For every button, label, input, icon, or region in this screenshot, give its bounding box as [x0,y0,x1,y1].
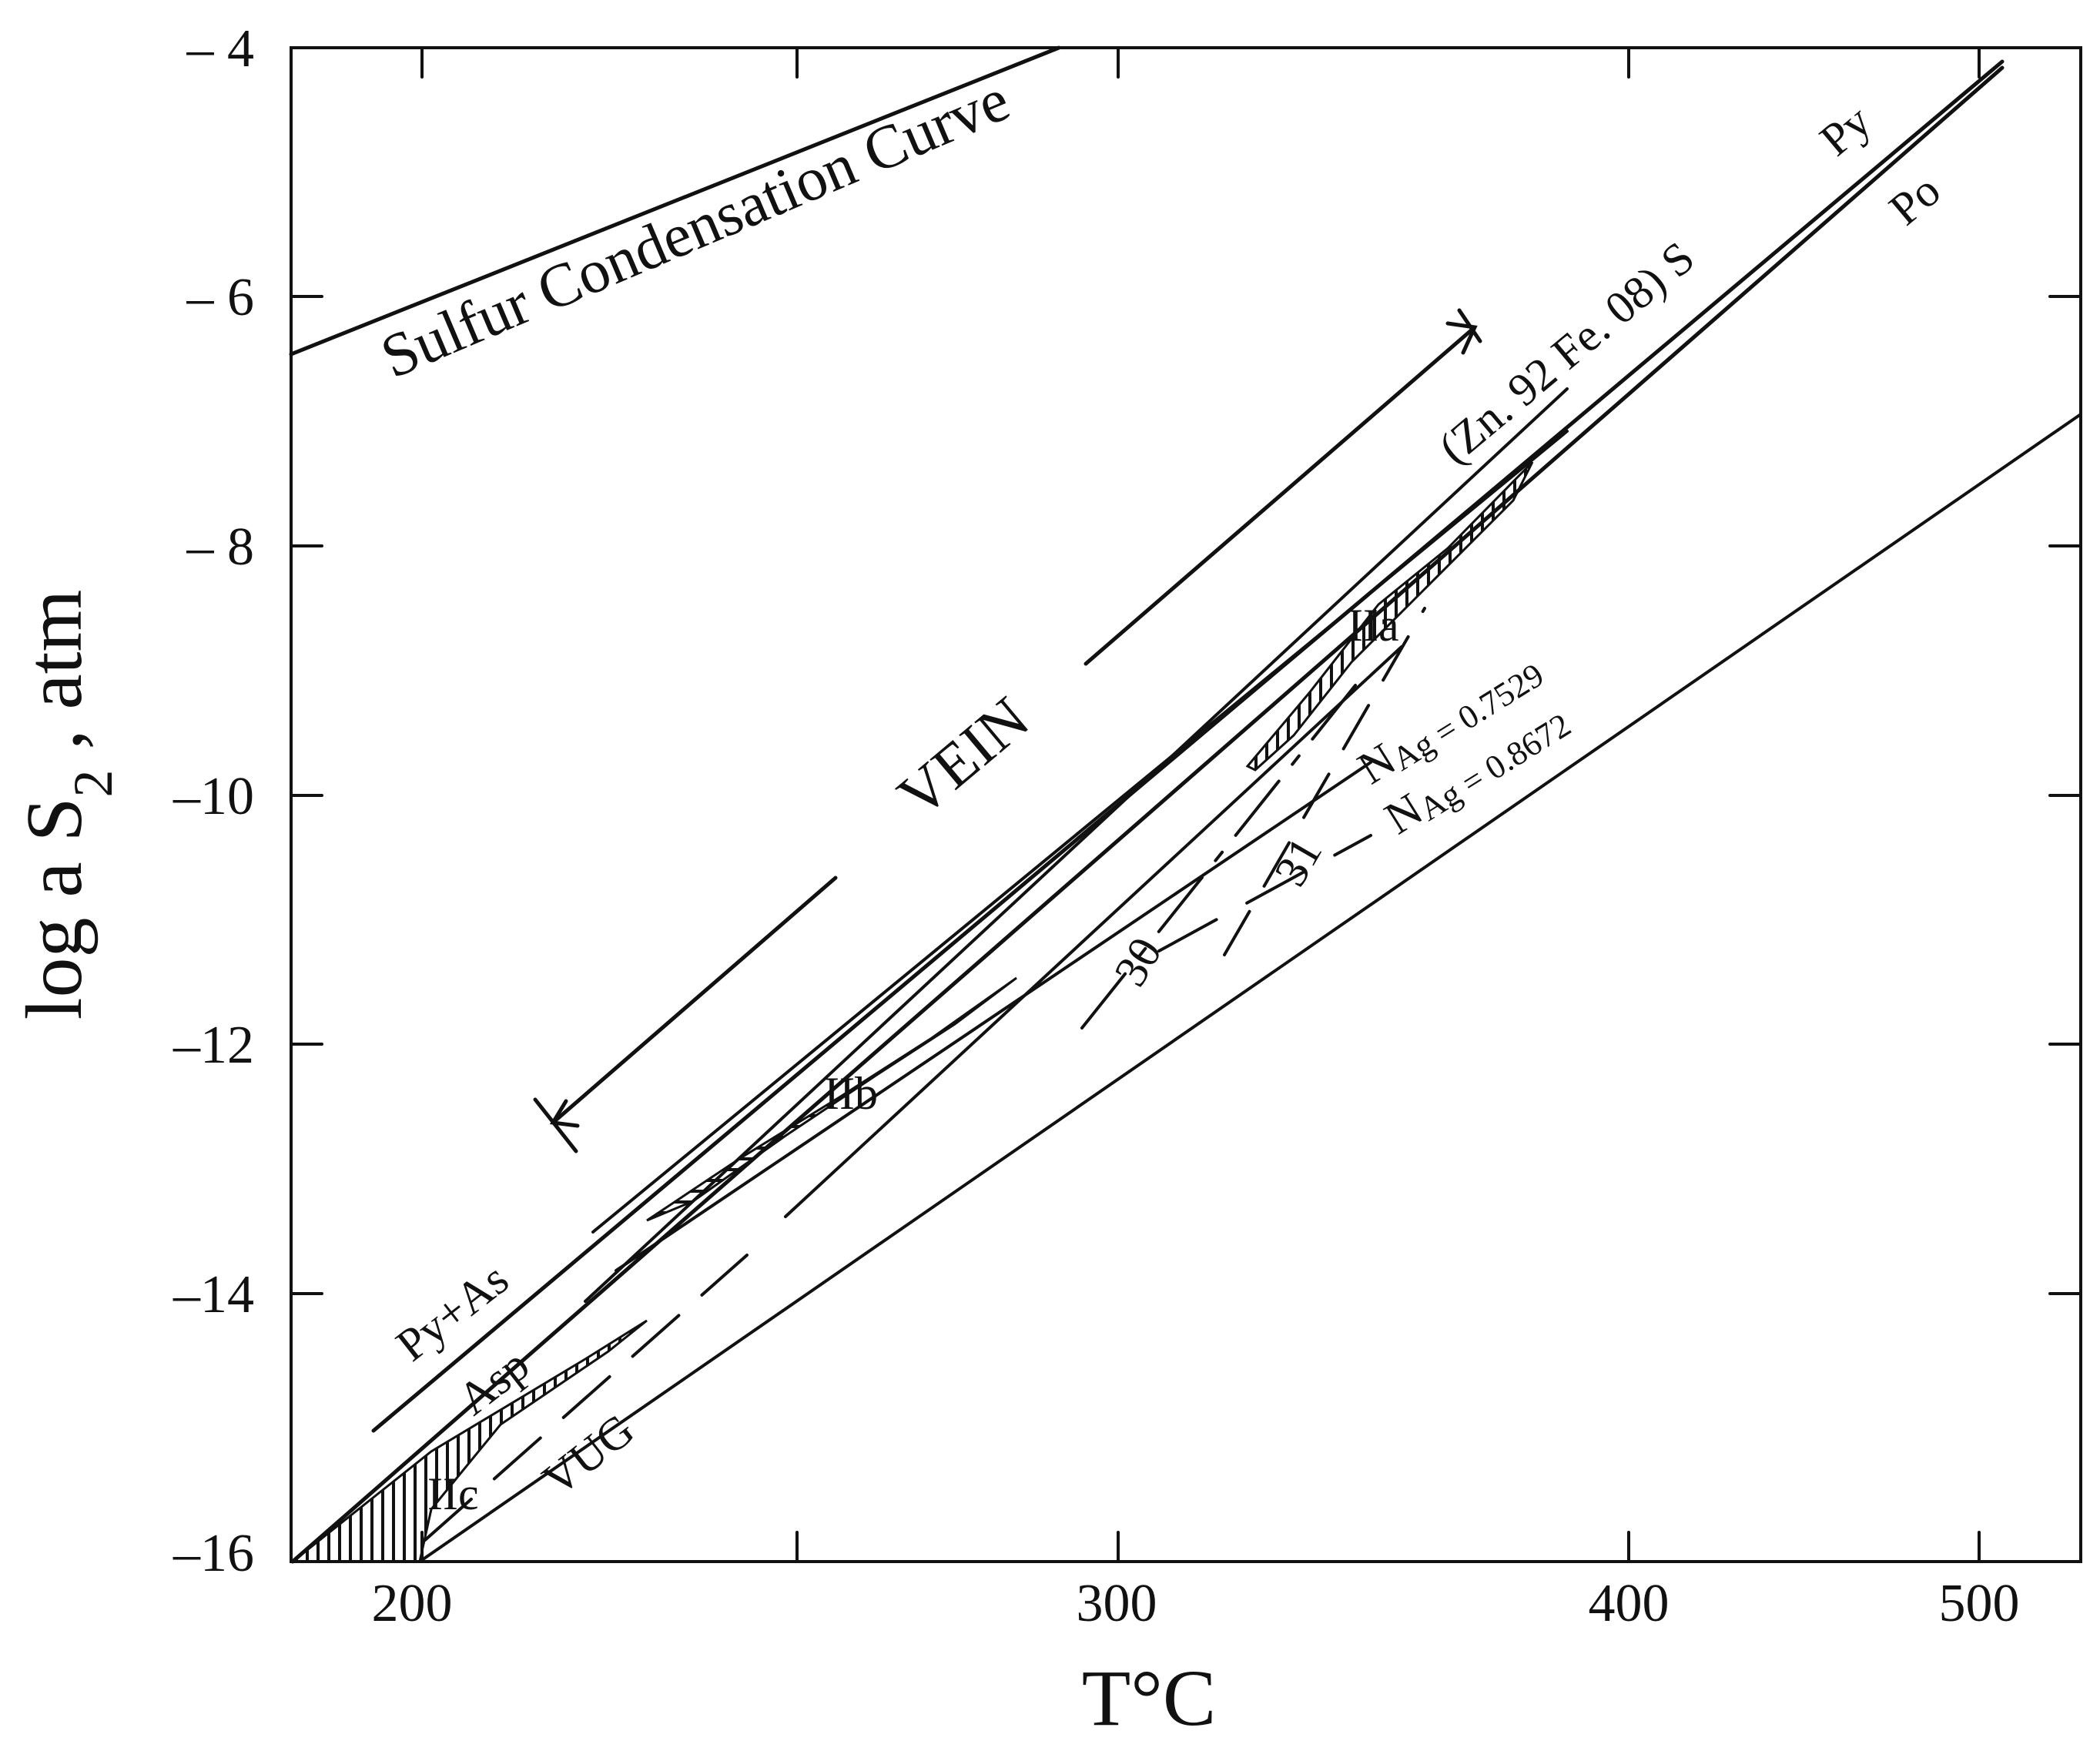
py-label: Py [1810,95,1881,166]
y-axis-ticks [290,46,2082,1295]
iia-label: IIa [1348,600,1399,651]
number-30-label: 30 [1104,929,1171,995]
x-tick-label: 500 [1939,1574,2020,1633]
tie-line-a [591,430,1569,1234]
y-tick-label: – 6 [186,268,255,327]
iib-label: IIb [824,1068,878,1119]
y-axis-title: log a S2 , atm [10,590,124,1020]
py-po-boundary [290,65,2005,1564]
y-axis-title-main: log a S [10,798,99,1020]
x-axis-title: T°C [1082,1654,1216,1743]
vein-arrow-upper-bar [1457,308,1482,343]
sphalerite-curve [584,387,1569,1303]
sulfur-condensation-curve [289,45,1061,357]
y-tick-label: –14 [172,1265,254,1324]
vein-arrow-upper-shaft [1083,325,1477,666]
x-tick-label: 200 [372,1574,453,1633]
x-tick-label: 400 [1589,1574,1670,1633]
x-tick-labels: 200 300 400 500 [372,1574,2020,1633]
vein-arrow [533,308,1482,1153]
nag-0.7529-line [615,761,1372,1272]
iia-dash-dot [1080,684,1357,1030]
y-tick-label: – 8 [186,517,255,577]
vein-label: VEIN [886,685,1042,831]
nag-0.8672-dashed [1157,834,1372,953]
vug-dashed [424,1254,749,1542]
vein-arrow-upper-head [1445,321,1478,355]
vein-arrow-lower-bar [533,1097,578,1153]
y-axis-title-sub: 2 [62,770,124,798]
vein-arrow-lower-shaft [551,876,838,1125]
curves [289,45,2082,1564]
y-axis-title-suffix: , atm [10,590,99,770]
iia-dashed [1223,607,1426,956]
y-tick-labels: – 4 – 6 – 8 –10 –12 –14 –16 [172,19,254,1583]
x-tick-label: 300 [1077,1574,1157,1633]
sphalerite-label: (Zn. 92 Fe. 08) S [1429,232,1703,474]
sulfur-condensation-label: Sulfur Condensation Curve [372,65,1019,391]
y-tick-label: –16 [172,1524,254,1583]
y-tick-label: –12 [172,1016,254,1075]
po-label: Po [1880,165,1950,235]
iic-label: IIc [427,1468,479,1519]
py-as-asp-boundary [371,59,2005,1433]
lower-boundary [418,413,2082,1563]
y-tick-label: –10 [172,767,254,826]
number-31-label: 31 [1264,829,1331,895]
tie-line-b [784,645,1403,1218]
region-iic-hatch [289,1319,648,1563]
y-tick-label: – 4 [186,19,255,79]
plot-frame [290,46,2082,1563]
